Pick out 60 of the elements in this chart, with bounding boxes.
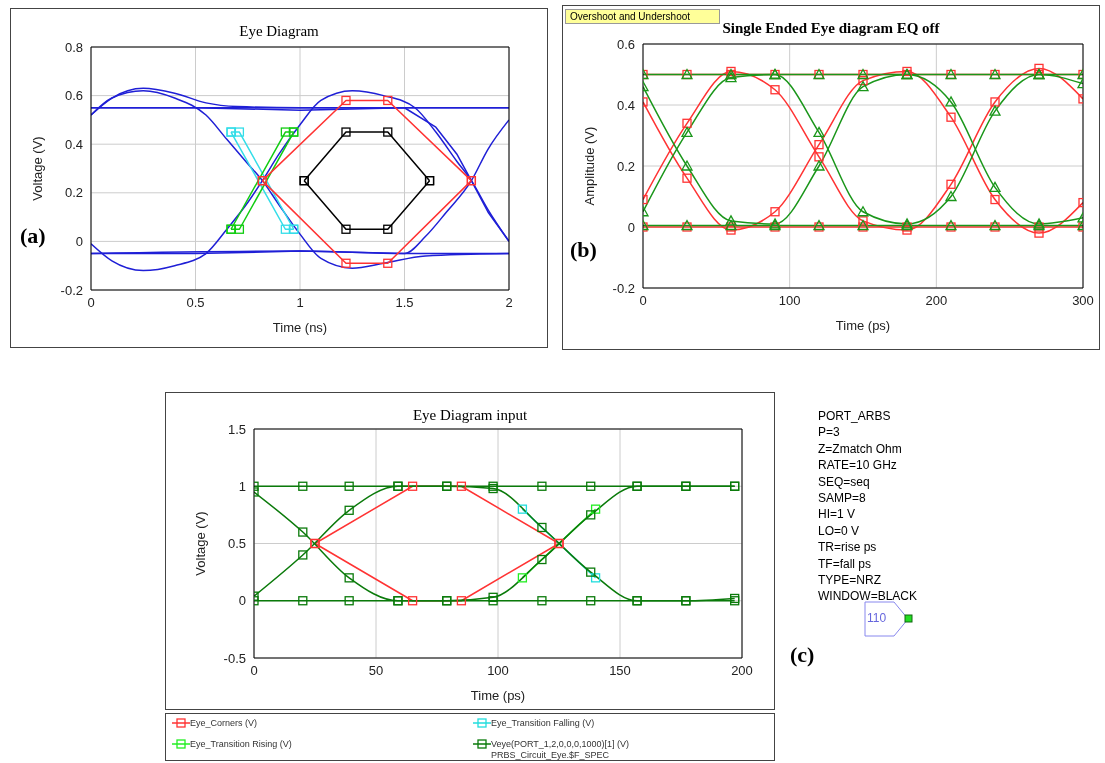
text: P=3: [818, 424, 841, 441]
x-tick-label: 100: [487, 663, 509, 679]
text: RATE=10 GHz: [818, 457, 898, 474]
text: TR=rise ps: [818, 539, 878, 556]
y-tick-label: 0: [75, 234, 83, 250]
y-tick-label: -0.2: [60, 282, 83, 298]
legend-label: Veye(PORT_1,2,0,0,0,1000)[1] (V) PRBS_Circuit_Eye.$F_SPEC: [491, 739, 629, 761]
text: SAMP=8: [818, 490, 867, 507]
y-tick-label: 0.2: [64, 185, 83, 201]
text: (a): [20, 223, 46, 249]
text: (b): [570, 237, 597, 263]
chart-title: Eye Diagram: [238, 23, 320, 40]
chart-title: Single Ended Eye diagram EQ off: [722, 20, 940, 36]
y-tick-label: 0.4: [64, 136, 83, 152]
text: LO=0 V: [818, 522, 861, 540]
y-axis-title: Amplitude (V): [581, 126, 597, 206]
y-tick-label: 0.2: [616, 158, 635, 174]
y-tick-label: -0.2: [612, 280, 635, 296]
x-axis-title: Time (ns): [272, 320, 328, 335]
text: PORT_ARBS: [818, 408, 892, 425]
y-tick-label: 1: [238, 478, 246, 494]
y-tick-label: 0.8: [64, 39, 83, 55]
x-tick-label: 1.5: [395, 295, 414, 311]
x-tick-label: 150: [609, 663, 631, 679]
x-tick-label: 100: [778, 293, 801, 309]
y-tick-label: -0.5: [223, 650, 246, 666]
legend-label: Eye_Corners (V): [190, 718, 258, 729]
text: HI=1 V: [818, 506, 857, 523]
text: 110: [867, 611, 887, 625]
x-tick-label: 300: [1072, 293, 1094, 309]
legend-label: Eye_Transition Falling (V): [491, 718, 595, 729]
x-tick-label: 50: [368, 663, 384, 679]
chart-title: Eye Diagram input: [412, 407, 528, 423]
x-axis-title: Time (ps): [470, 688, 526, 703]
y-axis-title: Voltage (V): [192, 511, 208, 576]
x-axis-title: Time (ps): [835, 318, 891, 333]
text: WINDOW=BLACK: [818, 588, 918, 605]
y-tick-label: 0.6: [616, 36, 635, 52]
x-tick-label: 1: [296, 295, 304, 311]
text: Z=Zmatch Ohm: [818, 440, 903, 458]
legend-label: Eye_Transition Rising (V): [190, 739, 292, 750]
y-tick-label: 1.5: [227, 421, 246, 437]
y-tick-label: 0.5: [227, 536, 246, 552]
text: Overshoot and Undershoot: [565, 9, 720, 24]
text: SEQ=seq: [818, 473, 871, 491]
text: TYPE=NRZ: [818, 572, 882, 589]
x-tick-label: 0: [250, 663, 258, 679]
x-tick-label: 0: [639, 293, 647, 309]
y-axis-title: Voltage (V): [29, 136, 45, 201]
y-tick-label: 0: [627, 219, 635, 235]
x-tick-label: 0.5: [186, 295, 205, 311]
text: (c): [790, 642, 815, 668]
y-tick-label: 0.4: [616, 97, 635, 113]
x-tick-label: 0: [87, 295, 95, 311]
text: TF=fall ps: [818, 555, 872, 573]
x-tick-label: 200: [925, 293, 948, 309]
y-tick-label: 0: [238, 593, 246, 609]
x-tick-label: 200: [731, 663, 753, 679]
x-tick-label: 2: [505, 295, 513, 311]
y-tick-label: 0.6: [64, 88, 83, 104]
